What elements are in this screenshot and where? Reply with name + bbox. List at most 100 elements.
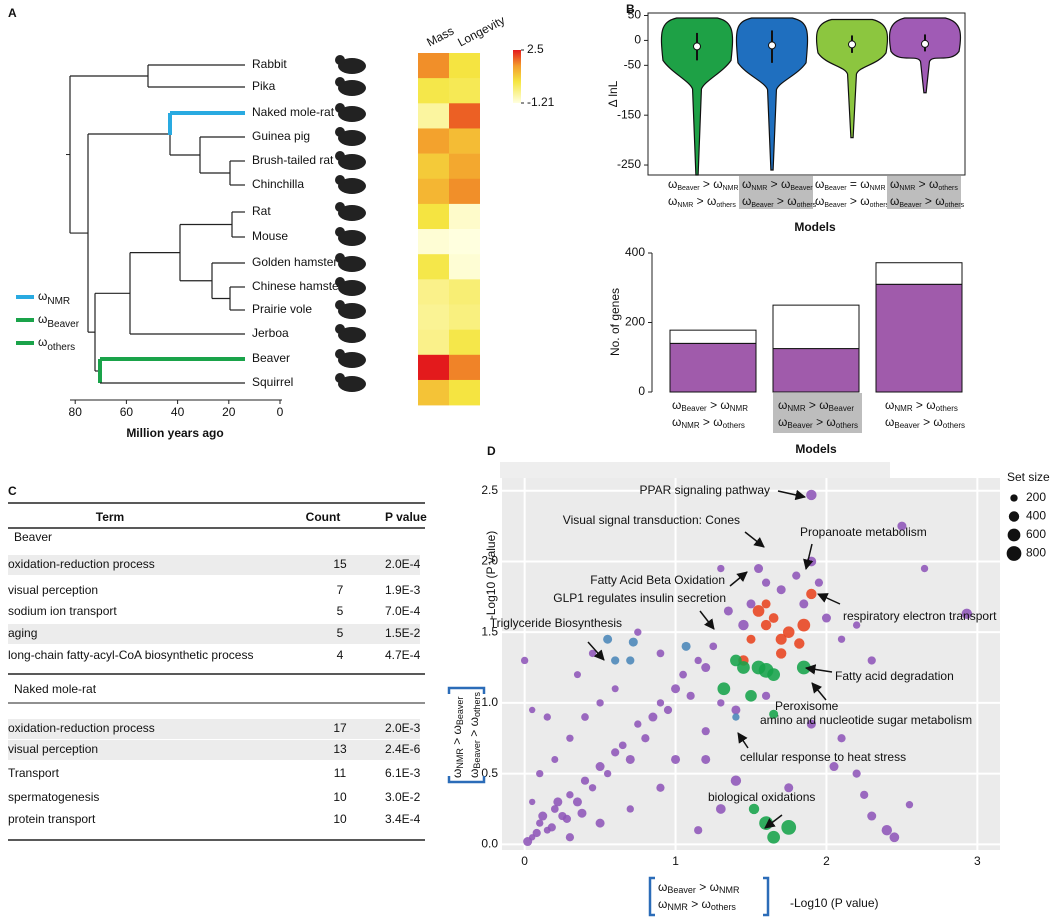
annotation: Propanoate metabolism [800, 525, 927, 539]
point [671, 684, 681, 694]
point [821, 613, 831, 623]
label-part: Beaver [47, 319, 79, 330]
heat-cell [418, 229, 449, 255]
annotation: Triglyceride Biosynthesis [490, 616, 622, 630]
label-part: > ω [913, 398, 936, 412]
point [580, 776, 590, 785]
label-part: NMR [681, 421, 699, 430]
cell: oxidation-reduction process [8, 557, 155, 571]
highlight [887, 176, 961, 209]
silhouette [338, 280, 366, 296]
bar [875, 283, 963, 393]
label-part: NMR [894, 404, 912, 413]
model-label: ωNMR > ωBeaver [742, 177, 813, 192]
point [867, 811, 877, 821]
heat-cell [449, 379, 480, 406]
label-part: NMR [751, 185, 767, 192]
highlight [739, 176, 813, 209]
species-label: Golden hamster [252, 255, 337, 269]
y-tick-label: -150 [617, 107, 641, 121]
label-part: Beaver [667, 885, 696, 895]
label-part: NMR [455, 748, 465, 769]
label-part: Beaver [472, 740, 482, 769]
label-part: > ω [920, 415, 943, 429]
heat-cell [449, 178, 480, 205]
label-part: NMR [719, 885, 740, 895]
heat-cell [418, 279, 449, 305]
point [625, 754, 635, 764]
row-shade [8, 740, 420, 760]
point [523, 837, 533, 847]
silhouette [338, 80, 366, 96]
annotation: Visual signal transduction: Cones [563, 513, 740, 527]
cell: 2.4E-6 [385, 742, 421, 756]
point [588, 784, 597, 792]
model-label: ωNMR > ωothers [668, 194, 736, 209]
species-label: Beaver [252, 351, 290, 365]
heat-cell [449, 279, 480, 305]
cell: spermatogenesis [8, 790, 99, 804]
heat-cell [449, 103, 480, 129]
x-tick-label: 20 [222, 405, 236, 419]
heat-cell [449, 53, 480, 79]
point [550, 805, 559, 813]
point [961, 608, 972, 619]
point [701, 754, 711, 764]
label-part: ω [38, 335, 47, 349]
label-part: > ω [693, 194, 716, 208]
label-part: Beaver [751, 202, 774, 209]
label-part: > ω [688, 897, 711, 911]
column-label: Longevity [455, 13, 507, 49]
y-tick-label: -250 [617, 157, 641, 171]
point [754, 564, 764, 574]
point [565, 833, 575, 842]
annotation: biological oxidations [708, 790, 815, 804]
cell: 5 [337, 626, 344, 640]
x-axis-label: Models [795, 442, 837, 456]
cell: 1.5E-2 [385, 626, 421, 640]
silhouette [335, 277, 345, 287]
model-label: ωBeaver > ωothers [742, 194, 817, 209]
median [768, 41, 776, 50]
point [760, 619, 772, 631]
legend-label: ωBeaver [38, 312, 80, 329]
label-part: Beaver [899, 202, 922, 209]
species-label: Guinea pig [252, 129, 310, 143]
arrow [737, 732, 749, 749]
cell: 7 [337, 583, 344, 597]
model-label: ωBeaver > ωNMR [668, 177, 739, 192]
silhouette [338, 352, 366, 368]
label-part: others [836, 421, 858, 430]
point [775, 633, 787, 645]
model-label: ωBeaver = ωNMR [815, 177, 886, 192]
point [536, 769, 544, 778]
bracket [763, 876, 770, 917]
label-part: ω [778, 415, 787, 429]
bar [772, 304, 860, 350]
legend-label: 400 [1026, 509, 1046, 523]
point [628, 637, 638, 647]
panel-label: D [487, 444, 496, 458]
cell: oxidation-reduction process [8, 721, 155, 735]
heat-cell [449, 78, 480, 104]
model-label: ωBeaver > ωNMR [672, 398, 748, 413]
heat-cell [418, 153, 449, 180]
legend-point [1006, 546, 1022, 561]
violin [888, 17, 962, 94]
heat-cell [418, 128, 449, 154]
point [671, 754, 681, 764]
cell: 4.7E-4 [385, 648, 421, 662]
colorbar-label: 2.5 [527, 42, 544, 56]
point [581, 713, 589, 721]
y-tick-label: 2.0 [481, 554, 498, 568]
annotation: Peroxisome [775, 699, 839, 713]
label-part: NMR [787, 404, 805, 413]
silhouette [338, 376, 366, 392]
species-label: Chinese hamster [252, 279, 343, 293]
point [897, 521, 907, 531]
point [717, 699, 725, 707]
silhouette [335, 77, 345, 87]
label-part: ω [467, 769, 481, 778]
point [656, 783, 665, 792]
y-tick-label: -50 [624, 58, 642, 72]
